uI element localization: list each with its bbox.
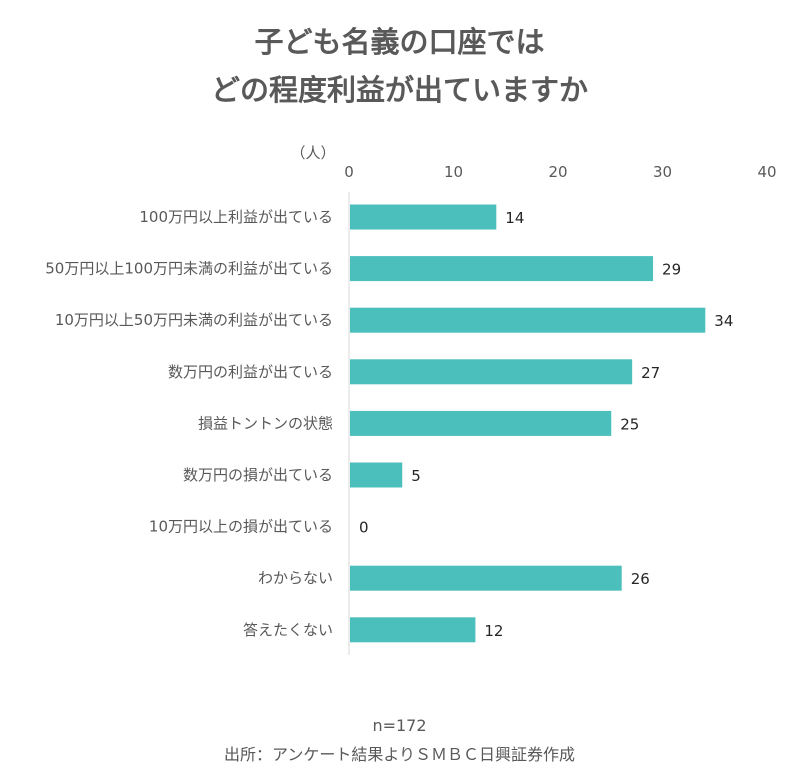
bar <box>350 410 612 436</box>
data-label: 26 <box>631 570 650 588</box>
bar <box>350 462 403 488</box>
data-label: 27 <box>641 364 660 382</box>
data-label: 14 <box>505 209 524 227</box>
chart-title-line-2: どの程度利益が出ていますか <box>210 73 588 107</box>
chart-title-line-1: 子ども名義の口座では <box>254 25 545 59</box>
category-label: 損益トントンの状態 <box>198 414 333 432</box>
x-tick-label: 40 <box>757 163 776 181</box>
chart-title: 子ども名義の口座では どの程度利益が出ていますか <box>0 18 799 114</box>
category-label: わからない <box>258 569 333 587</box>
category-label: 100万円以上利益が出ている <box>139 208 333 226</box>
bar-chart: （人） 0 10 20 30 40 100万円以上利益が出ている 14 50万円以上100万円未… <box>45 144 777 655</box>
bar <box>350 256 654 282</box>
category-label: 10万円以上の損が出ている <box>149 518 333 536</box>
bar <box>350 617 476 643</box>
data-label: 12 <box>484 622 503 640</box>
data-label: 0 <box>359 519 369 537</box>
category-label: 数万円の利益が出ている <box>168 363 333 381</box>
data-label: 25 <box>620 415 639 433</box>
source-note: 出所：アンケート結果よりＳＭＢＣ日興証券作成 <box>223 745 576 764</box>
bar <box>350 204 497 230</box>
category-label: 50万円以上100万円未満の利益が出ている <box>45 260 333 278</box>
x-tick-label: 0 <box>344 163 354 181</box>
data-label: 5 <box>411 467 421 485</box>
bar <box>350 307 706 333</box>
sample-size-note: n=172 <box>372 716 427 735</box>
category-label: 数万円の損が出ている <box>183 466 333 484</box>
x-tick-label: 20 <box>548 163 567 181</box>
x-tick-label: 30 <box>653 163 672 181</box>
bar <box>350 359 633 385</box>
data-label: 29 <box>662 261 681 279</box>
x-tick-label: 10 <box>444 163 463 181</box>
axis-unit-label: （人） <box>290 144 335 162</box>
category-label: 答えたくない <box>243 621 333 639</box>
data-label: 34 <box>714 312 733 330</box>
bar <box>350 565 622 591</box>
category-label: 10万円以上50万円未満の利益が出ている <box>55 311 333 329</box>
